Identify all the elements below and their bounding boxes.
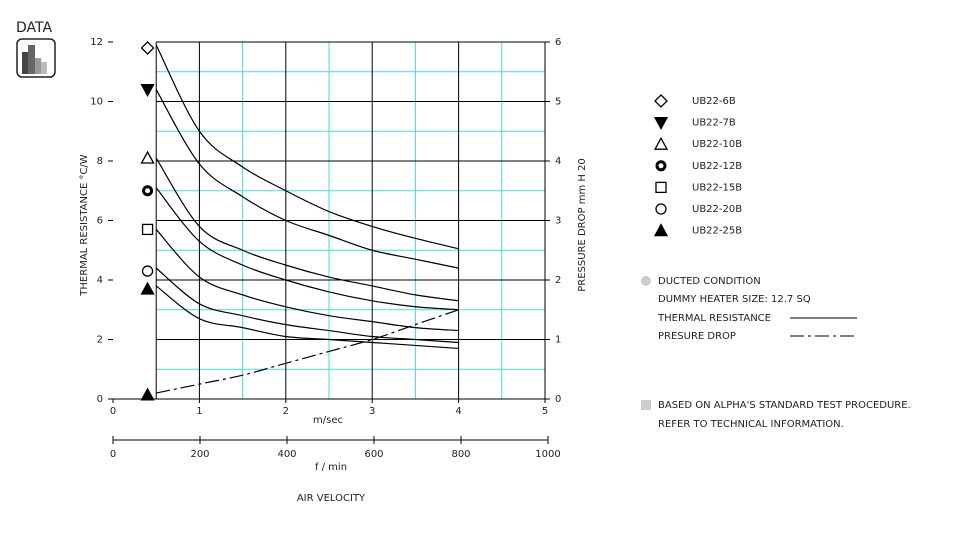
series-line bbox=[156, 309, 459, 394]
x2-tick-label: 400 bbox=[277, 449, 296, 460]
x-axis-label: m/sec bbox=[313, 415, 343, 426]
marker bbox=[140, 387, 155, 401]
legend-label: UB22-12B bbox=[692, 161, 742, 172]
marker bbox=[140, 41, 155, 55]
marker bbox=[654, 94, 668, 108]
legend-label: UB22-7B bbox=[692, 118, 736, 129]
x-tick-label: 2 bbox=[283, 406, 289, 417]
y-tick-label: 2 bbox=[97, 335, 103, 346]
legend-label: UB22-15B bbox=[692, 182, 742, 193]
marker bbox=[142, 185, 154, 197]
x-tick-label: 3 bbox=[369, 406, 375, 417]
note-bullet bbox=[641, 276, 651, 286]
y2-tick-label: 4 bbox=[555, 156, 561, 167]
legend-label: UB22-10B bbox=[692, 139, 742, 150]
legend-label: UB22-25B bbox=[692, 226, 742, 237]
y-tick-label: 6 bbox=[97, 216, 103, 227]
y-axis-label: THERMAL RESISTANCE °C/W bbox=[79, 154, 90, 297]
y-tick-label: 0 bbox=[97, 394, 103, 405]
note-bullet bbox=[641, 400, 651, 410]
condition: DUCTED CONDITION bbox=[658, 276, 761, 287]
x-tick-label: 4 bbox=[455, 406, 461, 417]
marker bbox=[655, 203, 667, 215]
series-line bbox=[155, 229, 459, 332]
series-line bbox=[155, 267, 459, 344]
y2-tick-label: 0 bbox=[555, 394, 561, 405]
series-line bbox=[155, 44, 459, 250]
x2-tick-label: 200 bbox=[190, 449, 209, 460]
note: REFER TO TECHNICAL INFORMATION. bbox=[658, 419, 844, 430]
axis-title: AIR VELOCITY bbox=[297, 493, 366, 504]
marker bbox=[653, 223, 669, 237]
x-tick-label: 0 bbox=[110, 406, 116, 417]
y2-tick-label: 1 bbox=[555, 335, 561, 346]
y2-tick-label: 5 bbox=[555, 97, 561, 108]
x2-tick-label: 800 bbox=[451, 449, 470, 460]
y2-tick-label: 2 bbox=[555, 275, 561, 286]
y2-tick-label: 6 bbox=[555, 37, 561, 48]
data-icon bbox=[16, 38, 56, 78]
series-line bbox=[155, 285, 459, 350]
marker bbox=[140, 150, 155, 164]
y2-tick-label: 3 bbox=[555, 216, 561, 227]
marker bbox=[140, 281, 155, 295]
marker bbox=[141, 265, 154, 277]
y2-axis-label: PRESSURE DROP mm H 20 bbox=[577, 158, 588, 292]
series-line bbox=[155, 89, 459, 269]
x-tick-label: 5 bbox=[542, 406, 548, 417]
y-tick-label: 4 bbox=[97, 275, 103, 286]
x2-tick-label: 1000 bbox=[535, 449, 560, 460]
marker bbox=[655, 160, 667, 172]
x2-tick-label: 600 bbox=[364, 449, 383, 460]
y-tick-label: 12 bbox=[90, 37, 103, 48]
x2-tick-label: 0 bbox=[110, 449, 116, 460]
marker bbox=[141, 223, 154, 236]
series-line bbox=[155, 157, 459, 302]
heater: DUMMY HEATER SIZE: 12.7 SQ bbox=[658, 294, 811, 305]
legend-label: UB22-20B bbox=[692, 204, 742, 215]
legend-label: UB22-6B bbox=[692, 96, 736, 107]
y-tick-label: 8 bbox=[97, 156, 103, 167]
header: DATA bbox=[16, 20, 52, 36]
series-line bbox=[155, 187, 459, 311]
marker bbox=[140, 83, 155, 97]
x-tick-label: 1 bbox=[196, 406, 202, 417]
marker bbox=[655, 181, 667, 194]
marker bbox=[653, 116, 669, 130]
y-tick-label: 10 bbox=[90, 97, 103, 108]
line-key-label: THERMAL RESISTANCE bbox=[657, 313, 771, 324]
marker bbox=[653, 136, 669, 150]
x2-axis-label: f / min bbox=[315, 462, 347, 473]
line-key-label: PRESURE DROP bbox=[658, 331, 736, 342]
note: BASED ON ALPHA'S STANDARD TEST PROCEDURE… bbox=[658, 400, 911, 411]
